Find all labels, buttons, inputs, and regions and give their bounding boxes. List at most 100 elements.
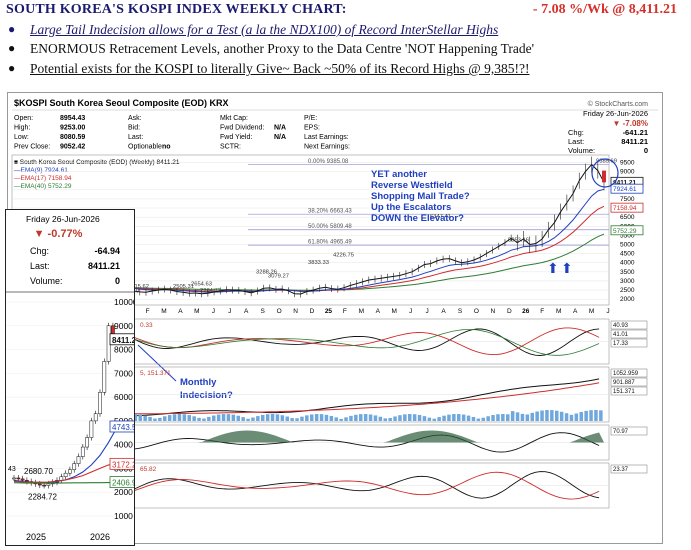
- volume-bar: [148, 416, 152, 421]
- volume-bar: [270, 414, 275, 421]
- volume-bar: [295, 418, 299, 421]
- inset-ema: [13, 463, 118, 483]
- annotation-text: Monthly: [180, 377, 217, 388]
- volume-bar: [187, 415, 191, 421]
- fib-label: 0.00% 9385.08: [308, 159, 349, 165]
- inset-plot: 1000090008000700060005000400030002000100…: [6, 297, 141, 542]
- panel-value-box: [610, 386, 648, 396]
- price-annotation: 2284.72: [200, 288, 221, 294]
- summary-label: Last:: [568, 137, 584, 146]
- volume-bar: [383, 418, 387, 421]
- volume-bar: [329, 415, 334, 421]
- inset-last-label: Last:: [30, 261, 50, 271]
- volume-bar: [373, 415, 378, 421]
- inset-chg: -64.94: [94, 246, 120, 256]
- inset-candle: [68, 469, 72, 474]
- inset-label: 2284.72: [28, 492, 57, 501]
- last-candle: [602, 170, 606, 183]
- info-cell: Next Earnings:: [304, 144, 350, 151]
- panel-value-box: [610, 368, 648, 378]
- volume-bar: [530, 412, 534, 421]
- price-tick: 7500: [620, 196, 635, 203]
- volume-bar: [422, 416, 427, 421]
- volume-bar: [167, 415, 172, 421]
- x-tick: D: [507, 308, 512, 315]
- info-cell: N/A: [274, 134, 286, 141]
- inset-box-label: 2406.98: [112, 479, 134, 488]
- x-tick: A: [441, 308, 446, 315]
- chart-title: $KOSPI South Korea Seoul Composite (EOD)…: [14, 98, 229, 108]
- annotation-text: Shopping Mall Trade?: [371, 191, 470, 202]
- volume-bar: [300, 416, 304, 421]
- volume-bar: [305, 415, 309, 421]
- summary-label: Chg:: [568, 128, 584, 137]
- volume-bar: [437, 417, 441, 421]
- weekly-change: - 7.08 %/Wk @ 8,411.21: [532, 2, 677, 17]
- volume-bar: [192, 416, 196, 421]
- volume-bar: [417, 414, 422, 421]
- panel-label: 0.33: [140, 322, 153, 329]
- x-tick: D: [310, 308, 315, 315]
- info-cell: Optionable:: [128, 144, 164, 151]
- x-tick: O: [277, 308, 282, 315]
- x-tick: M: [392, 308, 397, 315]
- inset-candle: [76, 456, 81, 464]
- x-tick: F: [343, 308, 347, 315]
- x-tick: M: [556, 308, 561, 315]
- inset-change: ▼ -0.77%: [34, 228, 83, 240]
- price-annotation: 4226.75: [333, 253, 354, 259]
- volume-bar: [408, 414, 412, 421]
- volume-bar: [584, 410, 588, 421]
- volume-bar: [476, 418, 481, 421]
- price-box-label: 5752.29: [613, 228, 637, 235]
- legend-entry: —EMA(9) 7924.61: [14, 167, 68, 174]
- inset-y-tick: 1000: [114, 511, 133, 521]
- up-arrow-icon: ⬆: [547, 260, 559, 276]
- inset-y-tick: 2000: [114, 487, 133, 497]
- volume-bar: [182, 414, 187, 421]
- volume-bar: [579, 412, 583, 421]
- volume-bar: [569, 414, 574, 421]
- price-tick: 3000: [620, 278, 635, 285]
- x-tick: M: [589, 308, 594, 315]
- volume-bar: [172, 414, 177, 421]
- inset-candle: [37, 483, 42, 486]
- panel-value: 901.887: [613, 380, 635, 386]
- volume-bar: [545, 410, 549, 421]
- annotation-text: Reverse Westfield: [371, 180, 453, 191]
- inset-x-tick: 2026: [90, 532, 110, 542]
- volume-bar: [153, 418, 157, 421]
- info-cell: P/E:: [304, 115, 317, 122]
- volume-bar: [177, 414, 182, 421]
- inset-chart: Friday 26-Jun-2026 ▼ -0.77% Chg: -64.94 …: [5, 209, 141, 546]
- x-tick: O: [474, 308, 479, 315]
- volume-bar: [432, 418, 436, 421]
- inset-candle: [102, 361, 107, 393]
- inset-box-label: 3172.22: [112, 460, 134, 469]
- volume-bar: [310, 414, 314, 421]
- info-cell: Fwd Dividend:: [220, 125, 264, 132]
- price-box: [610, 183, 644, 194]
- price-box: [610, 202, 644, 213]
- volume-bar: [265, 414, 270, 421]
- inset-candle: [12, 477, 16, 480]
- x-tick: 25: [325, 308, 333, 315]
- volume-bar: [212, 415, 216, 421]
- volume-bar: [368, 414, 373, 421]
- info-cell: N/A: [274, 125, 286, 132]
- up-arrow-icon: ⬆: [561, 260, 573, 276]
- volume-bar: [378, 416, 383, 421]
- x-tick: A: [244, 308, 249, 315]
- price-box-label: 7924.61: [613, 186, 637, 193]
- inset-candle: [20, 478, 25, 481]
- bullet-1: ● Large Tail Indecision allows for a Test…: [8, 22, 499, 37]
- info-cell: 9253.00: [60, 125, 85, 132]
- volume-bar: [510, 411, 515, 421]
- volume-bar: [486, 416, 490, 421]
- annotation-text: DOWN the Elevator?: [371, 213, 464, 224]
- volume-bar: [363, 414, 368, 421]
- inset-box-label: 4743.50: [112, 423, 134, 432]
- volume-bar: [491, 415, 495, 421]
- page-title: SOUTH KOREA'S KOSPI INDEX WEEKLY CHART:: [6, 2, 347, 17]
- x-tick: M: [194, 308, 199, 315]
